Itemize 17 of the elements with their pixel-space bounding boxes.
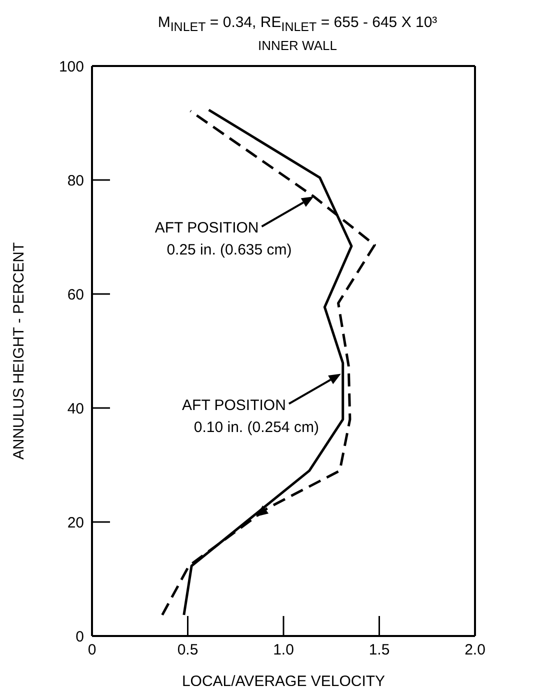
x-tick-label: 0.5 [177, 642, 198, 659]
chart-title: M$_{INLET}$ = 0.34, RE$_{INLET}$ = 655 - 645 X 10³ [156, 13, 438, 34]
y-axis-title: ANNULUS HEIGHT - PERCENT [10, 242, 28, 460]
x-tick-label: 1.5 [368, 642, 390, 659]
x-tick-label: 1.0 [273, 642, 294, 659]
x-tick-label: 2.0 [464, 642, 486, 659]
annotation: AFT POSITION 0.25 in. (0.635 cm) [154, 220, 292, 259]
y-tick-label: 100 [58, 58, 84, 76]
y-tick-label: 60 [67, 286, 84, 304]
y-tick-label: 0 [76, 628, 84, 646]
y-tick-label: 40 [67, 400, 84, 418]
y-tick-label: 20 [67, 514, 84, 532]
x-tick-label: 0 [88, 642, 96, 659]
y-tick-label: 80 [67, 172, 84, 190]
chart-subtitle: INNER WALL [257, 38, 338, 53]
annotation: AFT POSITION 0.10 in. (0.254 cm) [182, 396, 319, 436]
x-axis-title: LOCAL/AVERAGE VELOCITY [182, 673, 386, 690]
